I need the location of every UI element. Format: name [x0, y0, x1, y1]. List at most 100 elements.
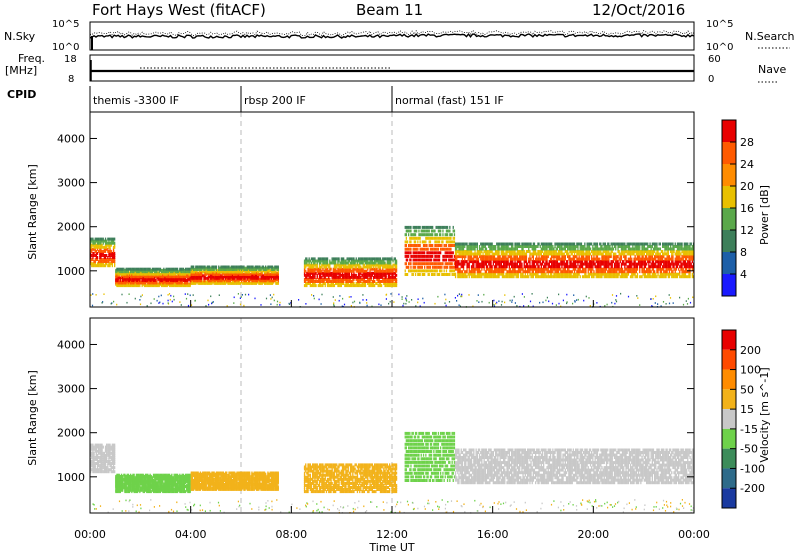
echo-cell	[418, 269, 419, 272]
echo-cell	[114, 238, 115, 241]
echo-cell	[313, 257, 314, 260]
echo-cell	[97, 256, 98, 259]
echo-cell	[410, 251, 411, 254]
echo-cell	[487, 273, 488, 276]
echo-cell	[494, 253, 495, 256]
echo-cell	[424, 266, 425, 269]
echo-cell	[450, 269, 451, 272]
echo-cell	[562, 268, 563, 271]
echo-cell	[360, 276, 361, 279]
freq-trace	[90, 60, 694, 81]
echo-cell	[575, 260, 576, 263]
echo-cell	[538, 255, 539, 258]
echo-cell	[406, 237, 407, 240]
echo-cell	[522, 268, 523, 271]
echo-cell	[185, 284, 186, 287]
echo-cell	[434, 233, 435, 236]
echo-cell	[109, 242, 110, 245]
echo-cell	[265, 282, 266, 285]
echo-cell	[161, 269, 162, 272]
echo-cell	[489, 265, 490, 268]
echo-cell	[445, 273, 446, 276]
echo-cell	[447, 266, 448, 269]
echo-cell	[216, 266, 217, 269]
echo-cell	[406, 262, 407, 265]
echo-cell	[151, 269, 152, 272]
echo-cell	[406, 251, 407, 254]
echo-cell	[376, 257, 377, 260]
echo-cell	[437, 248, 438, 251]
echo-cell	[583, 255, 584, 258]
echo-cell	[426, 230, 427, 233]
echo-cell	[434, 244, 435, 247]
echo-cell	[418, 233, 419, 236]
echo-cell	[551, 265, 552, 268]
echo-cell	[426, 259, 427, 262]
echo-cell	[565, 255, 566, 258]
power-echo-layer	[90, 112, 694, 308]
echo-cell	[122, 268, 123, 271]
echo-cell	[526, 275, 527, 278]
echo-cell	[437, 237, 438, 240]
echo-cell	[442, 259, 443, 262]
echo-cell	[447, 255, 448, 258]
freq-tick-bottom: 8	[68, 74, 74, 85]
echo-cell	[228, 266, 229, 269]
echo-cell	[492, 255, 493, 258]
echo-cell	[518, 250, 519, 253]
nave-tick-top: 60	[708, 54, 721, 65]
echo-cell	[434, 266, 435, 269]
echo-cell	[538, 250, 539, 253]
echo-cell	[601, 255, 602, 258]
echo-cell	[584, 243, 585, 246]
echo-cell	[601, 268, 602, 271]
echo-cell	[588, 265, 589, 268]
echo-cell	[441, 244, 442, 247]
echo-cell	[224, 279, 225, 282]
echo-cell	[536, 253, 537, 256]
echo-cell	[104, 240, 105, 243]
echo-cell	[508, 255, 509, 258]
echo-cell	[585, 265, 586, 268]
echo-cell	[414, 262, 415, 265]
date-title: 12/Oct/2016	[592, 1, 685, 19]
echo-cell	[434, 251, 435, 254]
echo-cell	[437, 259, 438, 262]
echo-cell	[596, 255, 597, 258]
echo-cell	[411, 237, 412, 240]
echo-cell	[548, 255, 549, 258]
echo-cell	[473, 243, 474, 246]
echo-cell	[453, 251, 454, 254]
echo-cell	[601, 245, 602, 248]
echo-cell	[612, 243, 613, 246]
echo-cell	[544, 255, 545, 258]
echo-cell	[408, 248, 409, 251]
echo-cell	[502, 255, 503, 258]
echo-cell	[604, 255, 605, 258]
echo-cell	[424, 251, 425, 254]
echo-cell	[469, 243, 470, 246]
echo-cell	[390, 257, 391, 260]
echo-cell	[424, 233, 425, 236]
echo-cell	[439, 255, 440, 258]
echo-cell	[422, 269, 423, 272]
echo-cell	[465, 270, 466, 273]
echo-cell	[93, 240, 94, 243]
echo-cell	[101, 238, 102, 241]
echo-cell	[263, 274, 264, 277]
echo-cell	[332, 272, 333, 275]
echo-cell	[353, 282, 354, 285]
echo-cell	[232, 266, 233, 269]
echo-cell	[414, 259, 415, 262]
echo-cell	[345, 260, 346, 263]
echo-cell	[420, 226, 421, 229]
echo-cell	[458, 268, 459, 271]
echo-cell	[257, 266, 258, 269]
echo-cell	[195, 276, 196, 279]
echo-cell	[422, 233, 423, 236]
echo-cell	[445, 266, 446, 269]
echo-cell	[273, 276, 274, 279]
echo-cell	[322, 257, 323, 260]
echo-cell	[358, 264, 359, 267]
